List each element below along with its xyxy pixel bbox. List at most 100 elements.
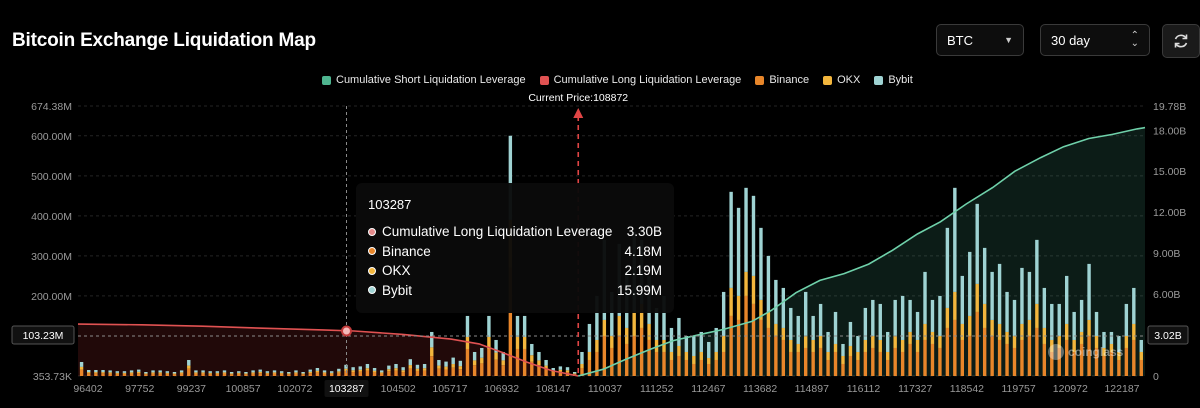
liquidation-bar: [258, 369, 262, 372]
liquidation-bar: [751, 275, 756, 304]
tooltip-row-name: OKX: [382, 263, 411, 279]
liquidation-bar: [1027, 271, 1032, 320]
liquidation-bar: [1087, 263, 1091, 320]
legend-item-okx[interactable]: OKX: [823, 74, 860, 86]
liquidation-bar: [714, 351, 718, 360]
liquidation-bar: [472, 365, 477, 376]
symbol-select[interactable]: BTC ▼: [936, 24, 1024, 56]
liquidation-bar: [201, 372, 205, 374]
x-tick-label: 111252: [640, 383, 674, 395]
liquidation-bar: [158, 373, 162, 376]
liquidation-bar: [501, 360, 505, 366]
liquidation-bar: [137, 371, 141, 374]
liquidation-bar: [721, 351, 726, 376]
legend-item-short[interactable]: Cumulative Short Liquidation Leverage: [322, 74, 526, 86]
liquidation-bar: [766, 327, 771, 376]
liquidation-bar: [796, 351, 800, 376]
liquidation-bar: [789, 339, 793, 352]
liquidation-bar: [736, 295, 741, 320]
liquidation-bar: [158, 370, 162, 373]
liquidation-bar: [968, 251, 972, 316]
liquidation-bar: [707, 341, 711, 358]
liquidation-bar: [975, 311, 979, 376]
liquidation-bar: [215, 373, 220, 376]
current-price-label: Current Price:108872: [528, 92, 628, 104]
legend-item-binance[interactable]: Binance: [755, 74, 809, 86]
liquidation-bar: [923, 339, 927, 376]
liquidation-bar: [938, 295, 942, 336]
y-right-tick-label: 12.00B: [1153, 207, 1186, 219]
liquidation-bar: [803, 347, 808, 376]
liquidation-bar: [494, 359, 498, 376]
liquidation-bar: [900, 351, 905, 376]
liquidation-bar: [422, 363, 427, 369]
liquidation-bar: [654, 339, 659, 352]
liquidation-bar: [158, 372, 162, 374]
liquidation-bar: [729, 287, 733, 316]
liquidation-bar: [833, 311, 838, 344]
liquidation-bar: [1109, 351, 1114, 376]
liquidation-bar: [494, 352, 498, 360]
current-price-arrow-icon: [573, 108, 584, 118]
liquidation-bar: [871, 347, 875, 376]
liquidation-bar: [1132, 323, 1136, 340]
liquidation-bar: [351, 367, 355, 371]
liquidation-bar: [487, 315, 491, 337]
liquidation-bar: [1050, 303, 1054, 340]
liquidation-bar: [982, 303, 987, 328]
liquidation-bar: [165, 372, 170, 374]
liquidation-bar: [351, 372, 355, 376]
legend-item-bybit[interactable]: Bybit: [874, 74, 913, 86]
liquidation-bar: [580, 351, 584, 364]
liquidation-bar: [692, 355, 696, 364]
liquidation-bar: [789, 307, 793, 340]
liquidation-bar: [294, 372, 298, 374]
liquidation-bar: [465, 336, 470, 349]
liquidation-bar: [308, 373, 312, 376]
updown-chevron-icon: ⌃ ⌄: [1130, 30, 1139, 49]
liquidation-bar: [1027, 335, 1032, 376]
liquidation-bar: [789, 351, 793, 376]
liquidation-bar: [301, 373, 305, 375]
liquidation-bar: [322, 372, 327, 374]
chart-tooltip: 103287 Cumulative Long Liquidation Lever…: [356, 183, 674, 313]
liquidation-bar: [480, 363, 484, 376]
liquidation-bar: [272, 370, 277, 373]
liquidation-bar: [344, 370, 348, 376]
liquidation-bar: [982, 247, 987, 304]
liquidation-bar: [997, 323, 1002, 340]
liquidation-bar: [137, 369, 141, 372]
liquidation-bar: [826, 359, 830, 376]
liquidation-bar: [229, 371, 234, 374]
liquidation-bar: [602, 319, 607, 336]
liquidation-bar: [781, 339, 786, 376]
liquidation-bar: [494, 339, 498, 353]
liquidation-bar: [115, 372, 120, 374]
liquidation-bar: [580, 363, 584, 368]
liquidation-bar: [387, 365, 391, 370]
y-left-tick-label: 300.00M: [31, 251, 72, 263]
liquidation-bar: [287, 374, 291, 376]
range-select[interactable]: 30 day ⌃ ⌄: [1040, 24, 1150, 56]
liquidation-bar: [841, 343, 845, 356]
liquidation-bar: [602, 335, 607, 376]
liquidation-bar: [201, 370, 205, 373]
liquidation-bar: [515, 336, 520, 349]
liquidation-bar: [707, 357, 711, 364]
liquidation-bar: [968, 315, 972, 336]
liquidation-bar: [387, 371, 391, 376]
dot-icon: [368, 247, 376, 256]
liquidation-bar: [1072, 339, 1076, 352]
liquidation-bar: [244, 374, 248, 376]
liquidation-bar: [1139, 339, 1143, 352]
liquidation-bar: [848, 345, 853, 356]
liquidation-bar: [237, 373, 241, 376]
liquidation-bar: [1050, 351, 1054, 376]
legend-item-long[interactable]: Cumulative Long Liquidation Leverage: [539, 74, 741, 86]
legend-label: OKX: [837, 74, 861, 86]
liquidation-bar: [422, 368, 427, 371]
liquidation-bar: [669, 327, 674, 352]
liquidation-bar: [1042, 343, 1047, 376]
liquidation-bar: [759, 227, 763, 300]
liquidation-bar: [1035, 303, 1039, 328]
